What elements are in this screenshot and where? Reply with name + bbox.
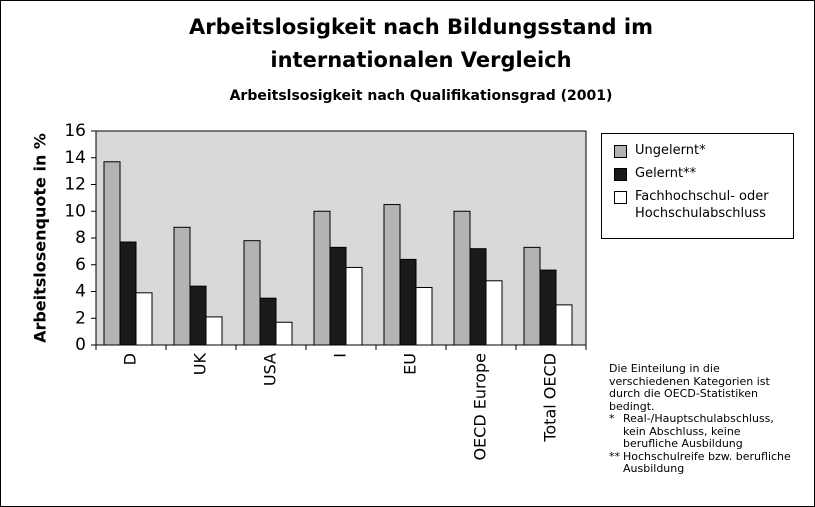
bar — [329, 246, 347, 346]
footnote: * Real-/Hauptschulabschluss, kein Abschlu… — [609, 412, 799, 451]
bar — [469, 248, 487, 346]
footnote-marker: ** — [609, 449, 620, 463]
x-tick-label: D — [121, 353, 140, 365]
legend-item: Ungelernt* — [610, 142, 785, 159]
legend-swatch — [614, 145, 627, 158]
footnote: ** Hochschulreife bzw. berufliche Ausbild… — [609, 449, 799, 476]
y-tick-label: 12 — [64, 175, 86, 195]
x-tick-label: I — [331, 353, 350, 358]
y-tick-label: 8 — [75, 228, 86, 248]
chart-title: Arbeitslosigkeit nach Bildungsstand im — [189, 15, 653, 39]
bar — [103, 161, 121, 346]
bar — [259, 297, 277, 346]
note: Die Einteilung in die verschiedenen Kate… — [609, 362, 799, 476]
y-tick-label: 16 — [64, 121, 86, 141]
bar — [539, 269, 557, 346]
legend-item: Gelernt** — [610, 165, 785, 182]
bar — [275, 321, 293, 346]
y-tick-label: 0 — [75, 335, 86, 355]
y-tick-label: 4 — [75, 282, 86, 302]
footnote-text: Hochschulreife bzw. berufliche Ausbildun… — [623, 449, 791, 475]
footnote-marker: * — [609, 412, 615, 425]
chart-title: internationalen Vergleich — [270, 48, 571, 72]
y-tick-label: 14 — [64, 148, 86, 168]
legend-label: Gelernt** — [635, 166, 697, 181]
bar — [383, 204, 401, 346]
legend-swatch — [614, 168, 627, 181]
bar — [313, 210, 331, 346]
footnote-text: Real-/Hauptschulabschluss, kein Abschlus… — [623, 412, 774, 450]
x-tick-label: UK — [191, 352, 210, 375]
legend-label: Ungelernt* — [635, 143, 706, 158]
x-tick-label: USA — [261, 353, 280, 386]
bar — [135, 292, 153, 346]
bar — [485, 280, 503, 346]
bar — [189, 285, 207, 346]
bar — [243, 240, 261, 346]
note-text: Die Einteilung in die verschiedenen Kate… — [609, 362, 770, 413]
bar — [173, 226, 191, 346]
y-axis-label: Arbeitslosenquote in % — [31, 133, 50, 343]
bar — [555, 304, 573, 346]
bar — [399, 258, 417, 346]
y-tick-label: 6 — [75, 255, 86, 275]
bar — [345, 266, 363, 346]
bar — [523, 246, 541, 346]
chart-subtitle: Arbeitslsosigkeit nach Qualifikationsgra… — [230, 88, 613, 104]
y-tick-label: 2 — [75, 308, 86, 328]
bar — [453, 210, 471, 346]
legend-swatch — [614, 191, 627, 204]
x-tick-label: EU — [401, 353, 420, 375]
legend: Ungelernt* Gelernt** Fachhochschul- oder H… — [601, 133, 794, 239]
x-tick-label: OECD Europe — [471, 353, 490, 461]
bar — [415, 286, 433, 346]
bar — [205, 316, 223, 346]
legend-item: Fachhochschul- oder Hochschulabschluss — [610, 188, 785, 222]
y-tick-label: 10 — [64, 201, 86, 221]
x-tick-label: Total OECD — [541, 353, 560, 443]
legend-label: Fachhochschul- oder Hochschulabschluss — [635, 189, 769, 221]
bar — [119, 241, 137, 346]
